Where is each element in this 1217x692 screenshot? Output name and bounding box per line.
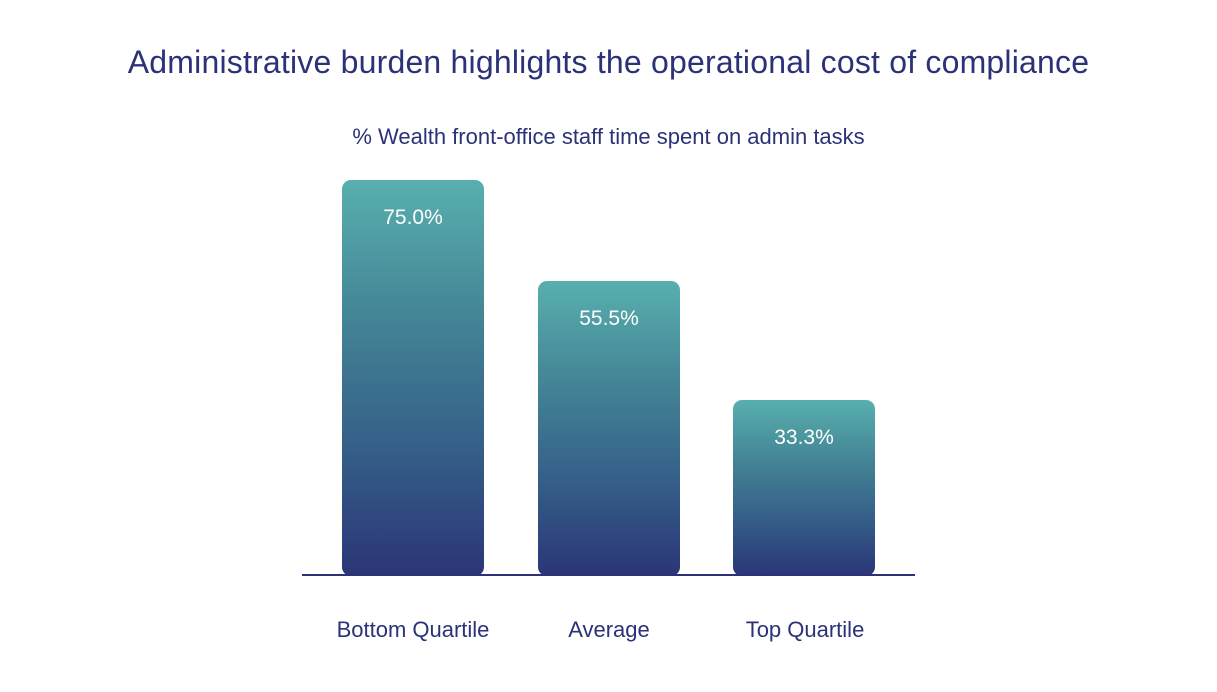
bar-top-quartile: 33.3% — [733, 400, 875, 576]
x-tick-label: Top Quartile — [745, 617, 865, 642]
x-axis-line — [302, 574, 915, 576]
bar-average: 55.5% — [538, 281, 680, 576]
chart-title: Administrative burden highlights the ope… — [127, 44, 1090, 80]
bar-bottom-quartile: 75.0% — [342, 180, 484, 576]
chart-subtitle: % Wealth front-office staff time spent o… — [352, 124, 865, 149]
x-tick-label: Average — [568, 617, 650, 642]
bar-value-label: 75.0% — [383, 206, 443, 229]
x-tick-label: Bottom Quartile — [336, 617, 490, 642]
bar-value-label: 33.3% — [774, 426, 834, 449]
bar-value-label: 55.5% — [579, 307, 639, 330]
